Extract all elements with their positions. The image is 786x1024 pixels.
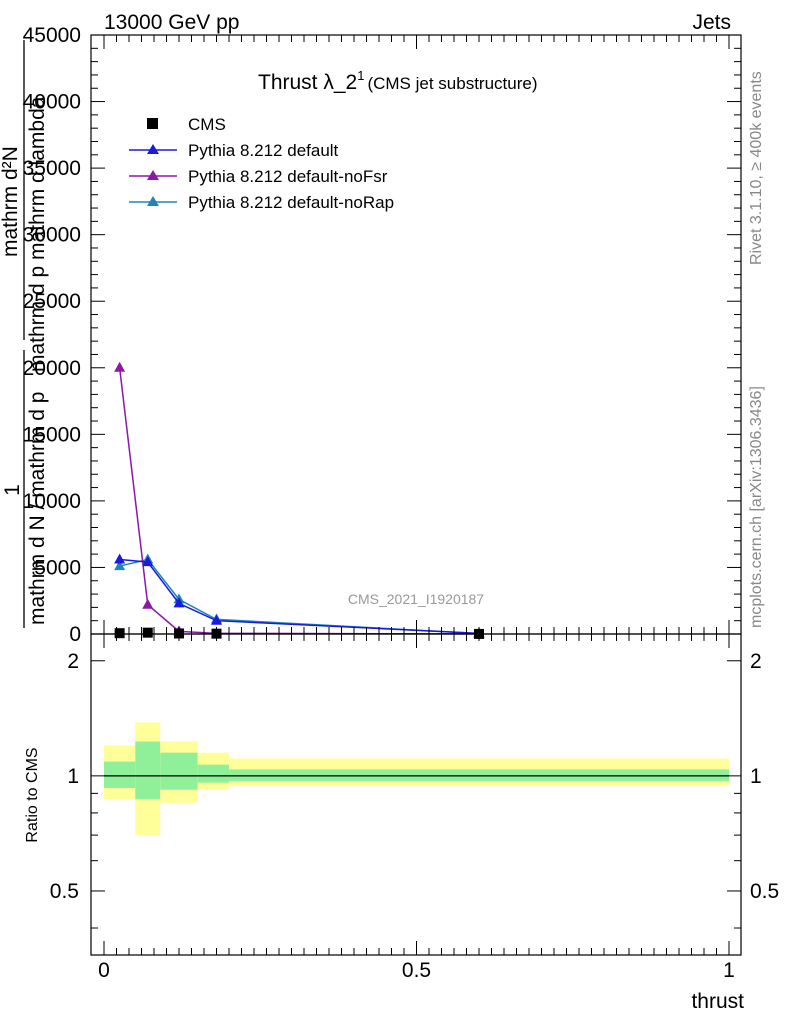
data-point (114, 560, 126, 571)
ylabel-num1: 1 (1, 484, 24, 496)
ratio-inner-band (135, 741, 161, 799)
main-y-tick-label: 15000 (23, 423, 81, 446)
ratio-y-tick-label: 1 (67, 765, 79, 788)
legend-default-marker (147, 144, 159, 154)
ylabel-num2: mathrm d²N (0, 146, 22, 257)
data-point (114, 361, 126, 372)
ratio-inner-band (104, 761, 136, 788)
main-y-tick-label: 0 (69, 623, 81, 646)
title-superscript: 1 (357, 68, 364, 83)
main-y-tick-label: 30000 (23, 224, 81, 247)
main-panel: 0 5000 10000 15000 20000 25000 30000 35000 40000… (0, 24, 742, 646)
main-y-tick-label: 35000 (23, 157, 81, 180)
legend-nofsr-marker (147, 170, 159, 180)
ratio-panel: 0.5 0.51 12 2 0 0.5 1 Ratio to CMS thrust (24, 633, 779, 1013)
ratio-y-tick-label: 0.5 (50, 880, 79, 903)
legend-cms-marker (147, 118, 158, 129)
data-point (142, 556, 154, 567)
ratio-y-tick-label-right: 0.5 (750, 880, 779, 903)
legend-norap-label: Pythia 8.212 default-noRap (188, 193, 394, 212)
legend: CMS Pythia 8.212 default Pythia 8.212 de… (129, 115, 394, 212)
legend-cms-label: CMS (188, 115, 226, 134)
data-point (114, 628, 125, 639)
ratio-y-tick-label-right: 2 (750, 650, 762, 673)
watermark: CMS_2021_I1920187 (348, 591, 484, 607)
rivet-label: Rivet 3.1.10, ≥ 400k events (748, 71, 765, 265)
legend-default-label: Pythia 8.212 default (188, 141, 339, 160)
ratio-inner-band (160, 752, 198, 790)
ratio-inner-band (229, 769, 729, 781)
data-point (211, 614, 222, 625)
header-left: 13000 GeV pp (104, 11, 239, 34)
main-y-axis: 0 5000 10000 15000 20000 25000 30000 35000 40000… (23, 24, 741, 646)
main-y-tick-label: 5000 (34, 556, 81, 579)
legend-item-default: Pythia 8.212 default (129, 141, 339, 160)
ratio-y-tick-label-right: 1 (750, 765, 762, 788)
x-tick-label: 1 (723, 959, 735, 982)
x-tick-label: 0 (98, 959, 110, 982)
legend-item-cms: CMS (147, 115, 226, 134)
legend-item-norap: Pythia 8.212 default-noRap (129, 193, 394, 212)
main-y-label: 1 mathrm d N / mathrm d p mathrm d²N mat… (0, 40, 49, 628)
main-title: Thrust λ_21 (CMS jet substructure) (258, 68, 538, 94)
data-point (142, 598, 154, 609)
ratio-inner-band (197, 764, 229, 783)
title-main: Thrust λ_2 (258, 71, 357, 94)
ratio-bands (104, 722, 729, 836)
main-y-tick-label: 10000 (23, 490, 81, 513)
legend-norap-marker (147, 196, 159, 206)
mcplots-label: mcplots.cern.ch [arXiv:1306.3436] (748, 386, 765, 628)
main-y-tick-label: 45000 (23, 24, 81, 47)
legend-item-nofsr: Pythia 8.212 default-noFsr (129, 167, 388, 186)
main-y-tick-label: 40000 (23, 91, 81, 114)
header-right: Jets (692, 11, 731, 34)
main-x-ticks (103, 35, 730, 634)
ratio-y-axis: 0.5 0.5 1 1 2 2 (50, 650, 779, 929)
data-point (173, 597, 185, 608)
ylabel-den1: mathrm d N / mathrm d p (26, 392, 49, 625)
ylabel-den2: mathrm d p mathrm d lambda (26, 96, 49, 372)
x-tick-label: 0.5 (402, 959, 431, 982)
data-point (114, 553, 126, 564)
x-axis-label: thrust (691, 990, 744, 1013)
legend-nofsr-label: Pythia 8.212 default-noFsr (188, 167, 388, 186)
main-y-tick-label: 25000 (23, 290, 81, 313)
ratio-y-label: Ratio to CMS (24, 747, 41, 842)
data-point (142, 627, 153, 638)
ratio-x-axis: 0 0.5 1 (98, 634, 735, 982)
ratio-y-tick-label: 2 (67, 650, 79, 673)
title-subtitle: (CMS jet substructure) (367, 74, 537, 93)
main-y-tick-label: 20000 (23, 357, 81, 380)
